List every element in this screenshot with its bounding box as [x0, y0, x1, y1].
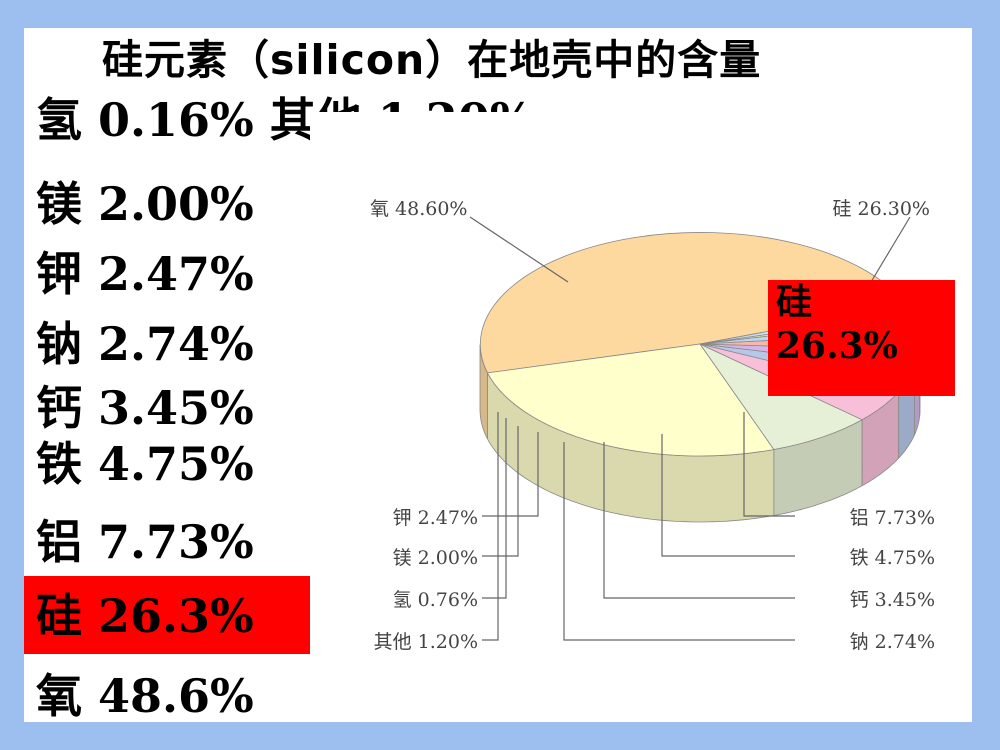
- element-line-potassium: 钾 2.47%: [36, 247, 254, 301]
- leader-line-6: [482, 432, 539, 517]
- pie-label-9: 其他 1.20%: [374, 631, 478, 653]
- pie-label-6: 钾 2.47%: [393, 507, 478, 529]
- pie-label-8: 氢 0.76%: [393, 589, 478, 611]
- element-line-aluminum: 铝 7.73%: [36, 515, 254, 569]
- element-line-iron: 铁 4.75%: [36, 437, 254, 491]
- element-line-magnesium: 镁 2.00%: [36, 177, 254, 231]
- pie-label-1: 硅 26.30%: [833, 198, 931, 220]
- pie-label-0: 氧 48.60%: [370, 198, 468, 220]
- highlight-silicon-right: 硅 26.3%: [768, 280, 955, 396]
- chart-panel: 氧 48.60% 硅 26.30% 铝 7.73% 铁 4.75% 钙 3.45% 钠 2…: [310, 112, 960, 694]
- pie-chart: 氧 48.60% 硅 26.30% 铝 7.73% 铁 4.75% 钙 3.45% 钠 2…: [370, 198, 935, 653]
- leader-line-0: [469, 216, 569, 283]
- pie-label-3: 铁 4.75%: [850, 547, 935, 569]
- pie-label-7: 镁 2.00%: [393, 547, 478, 569]
- slide-title: 硅元素（silicon）在地壳中的含量: [102, 36, 762, 84]
- leader-line-4: [603, 442, 795, 599]
- leader-line-9: [482, 412, 499, 641]
- leader-line-7: [482, 426, 519, 557]
- leader-line-1: [864, 216, 911, 293]
- pie-label-4: 钙 3.45%: [850, 589, 935, 611]
- leader-line-3: [661, 434, 795, 557]
- pie-slice-2: [698, 343, 863, 450]
- leader-line-2: [743, 412, 795, 517]
- element-line-oxygen: 氧 48.6%: [36, 669, 254, 723]
- element-line-silicon: 硅 26.3%: [36, 589, 254, 643]
- element-line-sodium: 钠 2.74%: [36, 317, 254, 371]
- pie-slice-0: [479, 232, 908, 374]
- pie-slice-1: [486, 343, 775, 457]
- pie-label-5: 钠 2.74%: [850, 631, 935, 653]
- highlight-silicon-value: 26.3%: [776, 325, 898, 367]
- highlight-silicon-left: [24, 576, 311, 654]
- highlight-silicon-name: 硅: [776, 281, 813, 323]
- leader-line-8: [482, 418, 507, 599]
- leader-line-5: [563, 442, 795, 641]
- pie-label-2: 铝 7.73%: [850, 507, 935, 529]
- element-line-calcium: 钙 3.45%: [36, 381, 254, 435]
